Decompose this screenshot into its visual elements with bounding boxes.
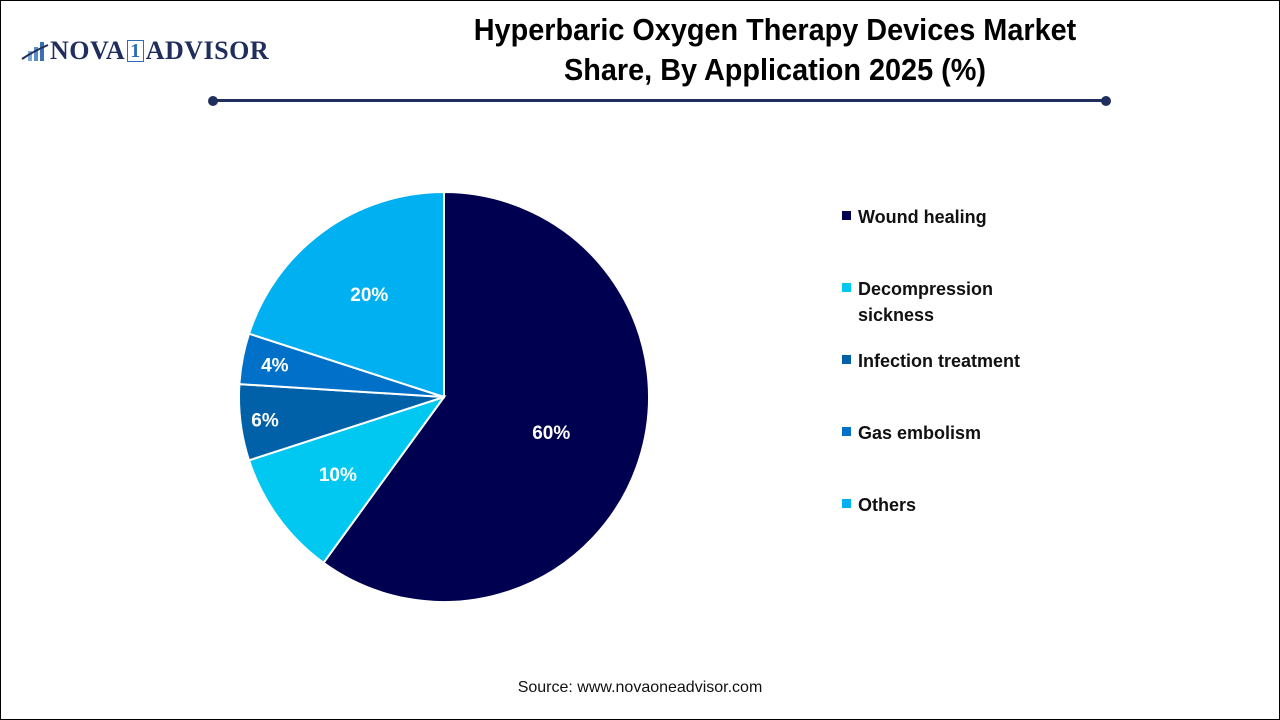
logo-suffix: ADVISOR	[145, 36, 270, 65]
chart-title: Hyperbaric Oxygen Therapy Devices Market…	[408, 10, 1143, 90]
slice-value-label: 20%	[350, 285, 388, 306]
logo-text: NOVA 1 ADVISOR	[50, 36, 269, 66]
legend-label: Wound healing	[858, 207, 987, 227]
legend-item-decompression-sickness: Decompression sickness	[842, 276, 1082, 328]
underline-left-dot	[208, 96, 218, 106]
legend-swatch	[842, 499, 851, 508]
legend-item-wound-healing: Wound healing	[842, 204, 1082, 230]
slice-value-label: 4%	[261, 356, 289, 377]
bar-chart-logo-icon	[21, 42, 49, 61]
legend-label: Decompression sickness	[858, 279, 994, 325]
legend-label: Gas embolism	[858, 423, 982, 443]
legend-swatch	[842, 427, 851, 436]
legend-swatch	[842, 283, 851, 292]
legend-swatch	[842, 211, 851, 220]
title-underline	[213, 99, 1107, 102]
slice-value-label: 6%	[251, 411, 279, 432]
legend-item-others: Others	[842, 492, 1082, 518]
legend-label: Infection treatment	[858, 351, 1021, 371]
pie-slice-others	[247, 190, 445, 399]
chart-title-line2: Share, By Application 2025 (%)	[564, 52, 986, 87]
legend-label: Others	[858, 495, 917, 515]
slice-value-label: 10%	[319, 465, 357, 486]
logo-prefix: NOVA	[50, 36, 126, 65]
nova-advisor-logo: NOVA 1 ADVISOR	[20, 36, 269, 66]
slice-value-label: 60%	[532, 423, 570, 444]
pie-slice-decompression-sickness	[247, 395, 447, 565]
underline-right-dot	[1101, 96, 1111, 106]
logo-one: 1	[127, 40, 144, 62]
source-note: Source: www.novaoneadvisor.com	[517, 679, 763, 696]
chart-title-line1: Hyperbaric Oxygen Therapy Devices Market	[473, 12, 1077, 47]
legend-item-infection-treatment: Infection treatment	[842, 348, 1082, 374]
pie-slice-wound-healing	[322, 190, 650, 603]
legend-swatch	[842, 355, 851, 364]
legend-item-gas-embolism: Gas embolism	[842, 420, 1082, 446]
